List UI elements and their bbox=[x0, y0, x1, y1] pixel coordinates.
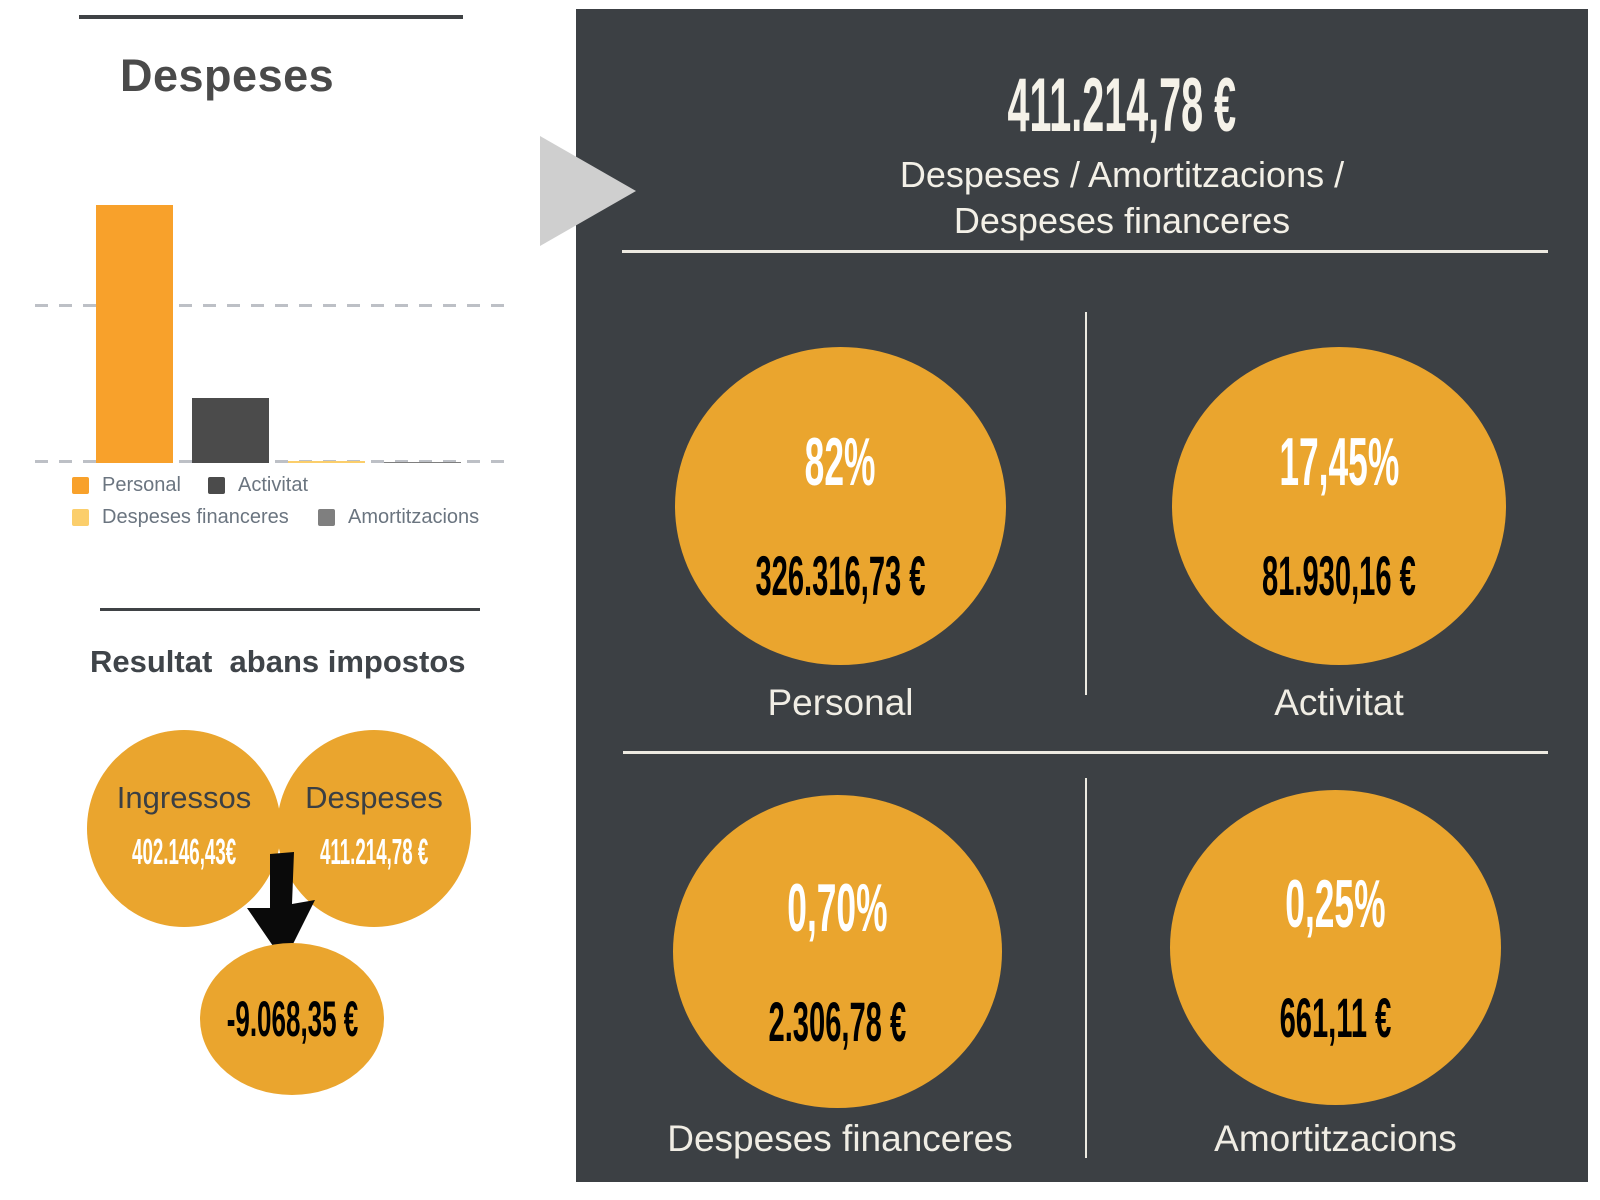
legend-item-despeses-financeres: Despeses financeres bbox=[72, 506, 289, 529]
panel-total: 411.214,78 € bbox=[1007, 63, 1237, 148]
personal-percent: 82% bbox=[805, 424, 876, 501]
stat-circle-amortitzacions: 0,25% 661,11 € bbox=[1170, 790, 1501, 1105]
legend-swatch-amortitzacions bbox=[318, 509, 335, 526]
stat-circle-personal: 82% 326.316,73 € bbox=[675, 347, 1006, 665]
arrow-right-icon bbox=[540, 136, 636, 246]
legend-label: Amortitzacions bbox=[348, 506, 480, 528]
vertical-divider-bottom bbox=[1085, 778, 1087, 1158]
venn-circle-ingressos: Ingressos 402.146,43€ bbox=[87, 730, 281, 927]
stat-circle-activitat: 17,45% 81.930,16 € bbox=[1172, 347, 1506, 665]
despeses-value: 411.214,78 € bbox=[319, 830, 429, 872]
panel-total-wrap: 411.214,78 € bbox=[616, 64, 1600, 148]
personal-label: Personal bbox=[767, 682, 914, 723]
despeses-label: Despeses bbox=[305, 779, 443, 815]
result-circle: -9.068,35 € bbox=[200, 943, 384, 1095]
amortitzacions-label: Amortitzacions bbox=[1214, 1118, 1457, 1159]
panel-subtitle-line1: Despeses / Amortitzacions / bbox=[899, 154, 1345, 195]
expenses-bar-chart bbox=[0, 180, 520, 463]
gridline-zero bbox=[35, 460, 513, 463]
activitat-percent: 17,45% bbox=[1279, 424, 1399, 501]
legend-swatch-personal bbox=[72, 477, 89, 494]
legend-item-amortitzacions: Amortitzacions bbox=[318, 506, 479, 529]
ingressos-label: Ingressos bbox=[116, 779, 252, 815]
result-heading: Resultat abans impostos bbox=[90, 644, 466, 679]
activitat-label: Activitat bbox=[1274, 682, 1404, 723]
despeses-financeres-label: Despeses financeres bbox=[667, 1118, 1013, 1159]
legend-label: Personal bbox=[102, 474, 181, 496]
amortitzacions-percent: 0,25% bbox=[1285, 865, 1386, 942]
despeses-financeres-percent: 0,70% bbox=[787, 869, 888, 946]
amortitzacions-amount: 661,11 € bbox=[1279, 985, 1392, 1049]
ingressos-value: 402.146,43€ bbox=[131, 830, 237, 872]
top-rule bbox=[79, 15, 463, 19]
arrow-down-icon bbox=[247, 852, 315, 962]
venn-circle-despeses: Despeses 411.214,78 € bbox=[277, 730, 471, 927]
bar-amortitzacions bbox=[384, 462, 461, 463]
legend-item-activitat: Activitat bbox=[208, 474, 308, 497]
vertical-divider-top bbox=[1085, 312, 1087, 695]
activitat-amount: 81.930,16 € bbox=[1262, 544, 1416, 608]
bar-personal bbox=[96, 205, 173, 463]
horizontal-divider bbox=[623, 751, 1548, 754]
legend-swatch-despeses-financeres bbox=[72, 509, 89, 526]
personal-amount: 326.316,73 € bbox=[755, 544, 926, 608]
stat-circle-despeses-financeres: 0,70% 2.306,78 € bbox=[673, 795, 1002, 1108]
despeses-financeres-amount: 2.306,78 € bbox=[768, 989, 907, 1053]
result-value: -9.068,35 € bbox=[226, 990, 358, 1047]
legend-item-personal: Personal bbox=[72, 474, 181, 497]
page-title: Despeses bbox=[120, 50, 335, 101]
gridline-200k bbox=[35, 304, 513, 307]
panel-subtitle: Despeses / Amortitzacions / Despeses fin… bbox=[616, 152, 1600, 244]
bar-activitat bbox=[192, 398, 269, 463]
legend-label: Activitat bbox=[238, 474, 309, 496]
mid-rule bbox=[100, 608, 480, 611]
legend-swatch-activitat bbox=[208, 477, 225, 494]
header-rule bbox=[622, 250, 1548, 253]
panel-subtitle-line2: Despeses financeres bbox=[953, 200, 1291, 241]
legend-label: Despeses financeres bbox=[102, 506, 289, 528]
bar-despeses-financeres bbox=[288, 461, 365, 463]
